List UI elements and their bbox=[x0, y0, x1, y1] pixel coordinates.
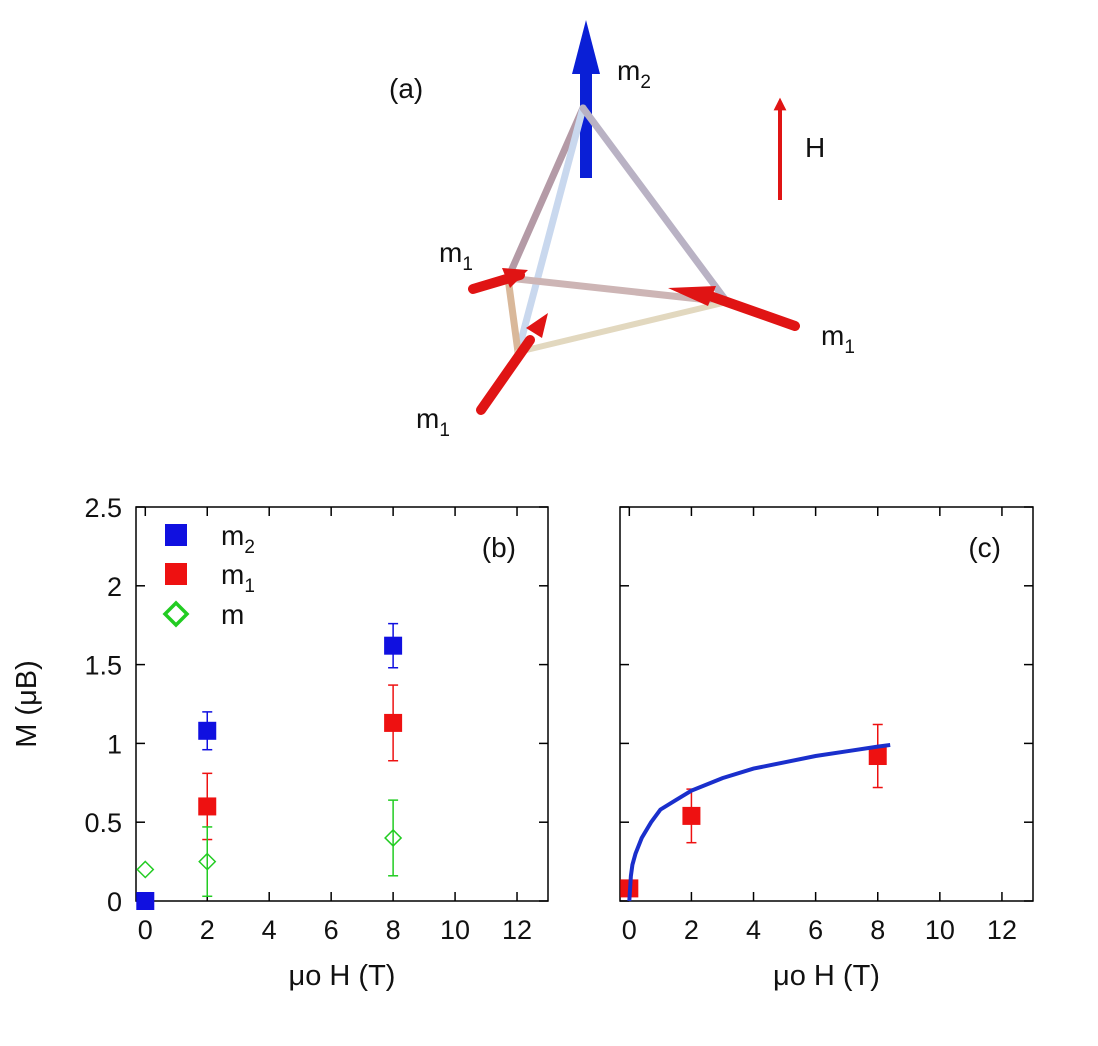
edge-top-left bbox=[504, 104, 587, 282]
y-tick-label: 0 bbox=[107, 887, 122, 917]
panel-a-label: (a) bbox=[389, 73, 423, 104]
panel-a: (a) m2 m1 m1 m1 H bbox=[389, 20, 855, 441]
y-tick-label: 2.5 bbox=[84, 493, 122, 523]
x-tick-label: 8 bbox=[870, 915, 885, 945]
x-tick-label: 4 bbox=[746, 915, 761, 945]
label-m1-right: m1 bbox=[821, 320, 855, 358]
legend-label: m2 bbox=[221, 520, 255, 558]
m1-arrow-right bbox=[705, 291, 800, 331]
data-point bbox=[136, 892, 155, 910]
m1-arrow-left-head bbox=[502, 268, 528, 288]
panel-label: (c) bbox=[968, 532, 1001, 563]
m1-arrows bbox=[468, 268, 800, 415]
x-axis-label: μo H (T) bbox=[289, 960, 396, 992]
panel-b-chart: 0 2 4 6 8 10 12 0 0.5 1 1.5 2 2.5 μo H (T) M (μB) (b) m2… bbox=[11, 493, 549, 992]
edge-left-bottom bbox=[504, 274, 522, 356]
legend-marker bbox=[165, 563, 187, 585]
legend-label: m1 bbox=[221, 559, 255, 597]
x-tick-label: 0 bbox=[622, 915, 637, 945]
edge-top-bottom bbox=[514, 104, 587, 356]
y-axis-label: M (μB) bbox=[11, 660, 43, 748]
series-fit bbox=[627, 743, 891, 902]
x-tick-label: 0 bbox=[138, 915, 153, 945]
edge-bottom-right bbox=[515, 299, 730, 355]
legend-label: m bbox=[221, 599, 244, 630]
fit-curve bbox=[627, 743, 891, 902]
data-point bbox=[136, 860, 155, 879]
x-tick-label: 10 bbox=[925, 915, 955, 945]
y-tick-label: 0.5 bbox=[84, 808, 122, 838]
x-tick-label: 6 bbox=[808, 915, 823, 945]
y-tick-label: 2 bbox=[107, 572, 122, 602]
panel-c-chart: 0 2 4 6 8 10 12 μo H (T) (c) bbox=[619, 506, 1034, 992]
data-point bbox=[198, 852, 217, 871]
label-m2-top: m2 bbox=[617, 55, 651, 93]
plot-frame bbox=[135, 506, 549, 902]
x-axis-label: μo H (T) bbox=[773, 960, 880, 992]
panel-label: (b) bbox=[482, 532, 516, 563]
m2-arrow bbox=[572, 20, 600, 178]
label-m1-left: m1 bbox=[439, 237, 473, 275]
field-label: H bbox=[805, 132, 825, 163]
x-tick-label: 12 bbox=[987, 915, 1017, 945]
m1-arrow-bottom-head bbox=[526, 313, 548, 338]
x-tick-label: 4 bbox=[262, 915, 277, 945]
legend-marker bbox=[165, 524, 187, 546]
x-tick-label: 6 bbox=[324, 915, 339, 945]
x-tick-label: 8 bbox=[386, 915, 401, 945]
data-point bbox=[868, 747, 887, 766]
data-point bbox=[384, 713, 403, 732]
y-tick-label: 1.5 bbox=[84, 651, 122, 681]
series-m bbox=[136, 799, 403, 898]
series-m2 bbox=[136, 622, 403, 910]
tetrahedron bbox=[504, 104, 731, 356]
x-tick-label: 2 bbox=[684, 915, 699, 945]
data-point bbox=[384, 636, 403, 655]
legend-marker bbox=[162, 600, 190, 628]
x-tick-label: 2 bbox=[200, 915, 215, 945]
x-tick-label: 12 bbox=[502, 915, 532, 945]
m1-arrow-right-head bbox=[668, 286, 716, 306]
edge-top-right bbox=[579, 104, 731, 306]
data-point bbox=[384, 828, 403, 848]
label-m1-bottom: m1 bbox=[416, 403, 450, 441]
data-point bbox=[682, 806, 701, 825]
plot-frame bbox=[619, 506, 1034, 902]
series-m1 bbox=[198, 684, 403, 841]
x-tick-label: 10 bbox=[440, 915, 470, 945]
m1-arrow-bottom bbox=[476, 335, 535, 415]
data-point bbox=[198, 721, 217, 740]
data-point bbox=[198, 797, 217, 816]
y-tick-label: 1 bbox=[107, 729, 122, 759]
